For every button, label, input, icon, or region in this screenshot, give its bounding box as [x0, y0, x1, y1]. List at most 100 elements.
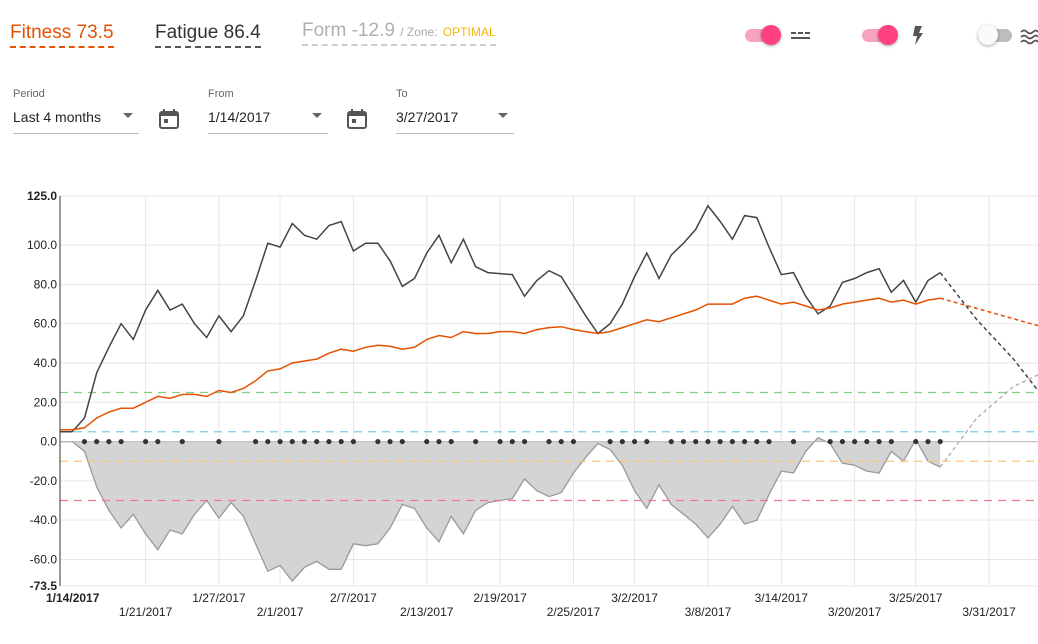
from-value: 1/14/2017: [208, 109, 271, 125]
activity-dot-14: [326, 438, 332, 445]
x-tick-label-12: 3/25/2017: [889, 591, 943, 605]
activity-dot-40: [742, 438, 748, 445]
from-caret-icon: [312, 113, 322, 118]
to-label: To: [396, 88, 408, 100]
fitness-line: [60, 295, 941, 431]
zone-value: OPTIMAL: [442, 25, 496, 39]
x-tick-label-11: 3/20/2017: [828, 605, 882, 619]
y-tick-label-2: 80.0: [34, 277, 58, 291]
y-tick-label-1: 100.0: [27, 238, 57, 252]
from-field: From 1/14/2017: [208, 88, 328, 134]
from-label: From: [208, 88, 234, 100]
fitness-metric[interactable]: Fitness 73.5: [10, 22, 114, 48]
from-calendar-icon[interactable]: [158, 108, 180, 130]
period-field: Period Last 4 months: [13, 88, 139, 134]
activity-dot-12: [301, 438, 308, 445]
form-metric[interactable]: Form -12.9 / Zone: OPTIMAL: [302, 20, 496, 46]
activity-dot-47: [864, 438, 870, 445]
activity-dot-11: [289, 438, 295, 445]
fatigue-projection-line: [939, 272, 1038, 391]
activity-dot-28: [558, 438, 564, 445]
to-caret-icon: [498, 113, 508, 118]
period-value: Last 4 months: [13, 109, 101, 125]
to-date-input[interactable]: 3/27/2017: [396, 108, 514, 134]
activity-dot-38: [717, 438, 723, 445]
x-tick-label-2: 1/27/2017: [192, 591, 246, 605]
form-value: -12.9: [351, 20, 395, 41]
y-tick-label-9: -60.0: [30, 552, 58, 566]
activity-dot-46: [852, 438, 858, 445]
activity-dot-25: [509, 438, 515, 445]
y-tick-label-6: 0.0: [40, 435, 57, 449]
activity-dot-6: [179, 438, 185, 445]
to-field: To 3/27/2017: [396, 88, 514, 134]
activity-dot-30: [607, 438, 613, 445]
activity-dot-3: [118, 438, 124, 445]
fatigue-line: [60, 204, 941, 433]
fatigue-value: 86.4: [223, 22, 261, 43]
waves-icon: [1020, 29, 1038, 45]
activity-dot-18: [387, 438, 393, 445]
activities-toggle[interactable]: [862, 24, 902, 46]
activity-dot-4: [142, 438, 149, 445]
activity-dot-31: [619, 438, 625, 445]
ramp-toggle-knob: [978, 25, 998, 45]
activity-dot-8: [253, 438, 259, 445]
activity-dot-19: [399, 438, 405, 445]
activity-dot-43: [790, 438, 797, 445]
activity-dot-32: [631, 438, 638, 445]
x-tick-label-13: 3/31/2017: [962, 605, 1016, 619]
fitness-value: 73.5: [76, 22, 114, 43]
activity-dot-9: [265, 438, 271, 445]
y-tick-label-3: 60.0: [34, 317, 58, 331]
activity-dot-39: [729, 438, 735, 445]
activity-dot-51: [925, 438, 931, 445]
activity-dot-49: [888, 438, 894, 445]
y-tick-label-10: -73.5: [30, 579, 58, 593]
activity-dot-0: [81, 438, 88, 445]
y-tick-label-8: -40.0: [30, 513, 58, 527]
fatigue-label: Fatigue: [155, 22, 219, 43]
fitness-label: Fitness: [10, 22, 72, 43]
form-projection-line: [939, 374, 1038, 468]
activity-dot-37: [705, 438, 711, 445]
x-tick-label-4: 2/7/2017: [330, 591, 377, 605]
activity-dot-44: [827, 438, 833, 445]
activity-dot-20: [424, 438, 430, 445]
activity-dot-50: [913, 438, 919, 445]
form-area: [60, 437, 941, 582]
y-tick-label-4: 40.0: [34, 356, 58, 370]
activity-dot-2: [106, 438, 112, 445]
activity-dot-7: [216, 438, 222, 445]
zones-toggle-knob: [761, 25, 781, 45]
activity-dot-48: [876, 438, 882, 445]
activity-dot-23: [473, 438, 479, 445]
activity-dot-21: [436, 438, 442, 445]
ramp-toggle[interactable]: [978, 24, 1018, 46]
zone-label: / Zone:: [400, 25, 438, 39]
to-calendar-icon[interactable]: [346, 108, 368, 130]
to-value: 3/27/2017: [396, 109, 459, 125]
from-date-input[interactable]: 1/14/2017: [208, 108, 328, 134]
period-select[interactable]: Last 4 months: [13, 108, 139, 134]
zones-toggle[interactable]: [745, 24, 785, 46]
activity-dot-15: [338, 438, 344, 445]
period-caret-icon: [123, 113, 133, 118]
y-tick-label-5: 20.0: [34, 395, 58, 409]
activity-dot-26: [521, 438, 528, 445]
x-tick-label-5: 2/13/2017: [400, 605, 454, 619]
activity-dot-17: [375, 438, 381, 445]
activity-dot-24: [497, 438, 503, 445]
activity-dot-13: [314, 438, 320, 445]
x-tick-label-8: 3/2/2017: [611, 591, 658, 605]
activity-dot-33: [644, 438, 650, 445]
period-label: Period: [13, 88, 45, 100]
activity-dot-35: [680, 438, 687, 445]
x-tick-label-9: 3/8/2017: [685, 605, 732, 619]
x-tick-label-7: 2/25/2017: [547, 605, 601, 619]
activity-dot-16: [350, 438, 356, 445]
fitness-chart: 125.0 100.0 80.0 60.0 40.0 20.0 0.0 -20.0 -40.0 -…: [27, 189, 1038, 619]
dashed-lines-icon: [791, 32, 810, 39]
activity-dot-42: [766, 438, 772, 445]
fatigue-metric[interactable]: Fatigue 86.4: [155, 22, 261, 48]
